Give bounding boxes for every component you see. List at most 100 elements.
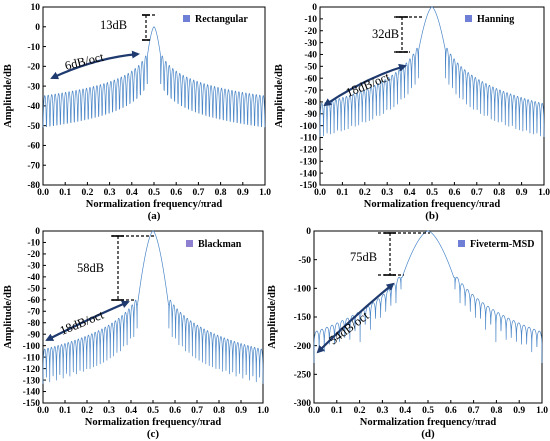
ticks-d: 0.0 0.1 0.2 0.3 0.4 0.5 0.6 0.7 0.8 0.9 1.0 0 -50 -10… (294, 227, 549, 416)
y-tick-label: -50 (304, 63, 317, 73)
x-tick-label: 0.7 (468, 406, 480, 416)
x-tick-label: 1.0 (538, 188, 550, 198)
x-tick-label: 0.4 (404, 188, 416, 198)
y-tick-label: -80 (304, 98, 317, 108)
y-tick-label: -90 (27, 330, 40, 340)
x-tick-label: 0.1 (59, 406, 71, 416)
y-tick-label: -140 (23, 388, 41, 398)
legend-swatch-c (186, 240, 193, 247)
plot-frame-d (313, 230, 543, 404)
y-tick-label: -130 (300, 157, 318, 167)
y-tick-label: -40 (304, 51, 317, 61)
y-tick-label: -200 (294, 342, 312, 352)
x-tick-label: 0.5 (148, 188, 160, 198)
x-tick-label: 0.9 (513, 406, 525, 416)
y-tick-label: -70 (27, 307, 40, 317)
x-tick-label: 0.3 (103, 406, 115, 416)
x-tick-label: 0.6 (448, 188, 460, 198)
y-tick-label: -20 (304, 27, 317, 37)
legend-label-c: Blackman (198, 239, 242, 250)
annotations-d: 75dB 54dB/oct (316, 232, 430, 354)
x-tick-label: 0.6 (445, 406, 457, 416)
legend-swatch-a (183, 15, 190, 22)
series-line-d (313, 230, 543, 363)
y-tick-label: -50 (298, 256, 311, 266)
y-tick-label: -70 (304, 86, 317, 96)
x-tick-label: 0.9 (516, 188, 528, 198)
x-axis-label-d: Normalization frequency/πrad (360, 417, 497, 428)
y-tick-label: -120 (300, 146, 318, 156)
x-tick-label: 0.6 (169, 406, 181, 416)
annotation-level-a: 13dB (100, 18, 127, 32)
ticks-b: 0.0 0.1 0.2 0.3 0.4 0.5 0.6 0.7 0.8 0.9 1.0 0 -10 -20… (300, 3, 550, 198)
panel-d: 0.0 0.1 0.2 0.3 0.4 0.5 0.6 0.7 0.8 0.9 1.0 0 -50 -10… (267, 227, 548, 440)
x-tick-label: 0.1 (336, 188, 348, 198)
x-tick-label: 0.3 (104, 188, 116, 198)
annotation-level-d: 75dB (350, 250, 377, 264)
x-tick-label: 0.0 (37, 188, 49, 198)
x-tick-label: 0.3 (376, 406, 388, 416)
x-tick-label: 0.2 (81, 188, 93, 198)
y-tick-label: -50 (27, 285, 40, 295)
x-tick-label: 0.2 (354, 406, 366, 416)
x-tick-label: 0.8 (215, 188, 227, 198)
y-tick-label: -30 (27, 82, 40, 92)
x-tick-label: 0.0 (308, 406, 320, 416)
y-tick-label: -60 (27, 296, 40, 306)
y-tick-label: -40 (27, 273, 40, 283)
x-tick-label: 0.8 (213, 406, 225, 416)
y-tick-label: -110 (23, 353, 40, 363)
y-axis-label-b: Amplitude/dB (274, 64, 285, 128)
y-tick-label: -150 (294, 313, 312, 323)
ticks-c: 0.0 0.1 0.2 0.3 0.4 0.5 0.6 0.7 0.8 0.9 1.0 0 -10-20… (23, 227, 270, 416)
x-axis-label-b: Normalization frequency/πrad (364, 199, 501, 210)
legend-label-a: Rectangular (195, 14, 248, 25)
y-tick-label: -100 (294, 285, 312, 295)
x-tick-label: 0.1 (331, 406, 343, 416)
y-tick-label: -30 (304, 39, 317, 49)
panel-label-d: (d) (421, 428, 435, 440)
x-tick-label: 0.0 (314, 188, 326, 198)
y-tick-label: -60 (27, 142, 40, 152)
y-tick-label: 0 (35, 227, 40, 237)
x-tick-label: 0.5 (422, 406, 434, 416)
y-tick-label: -300 (294, 399, 312, 409)
panel-label-c: (c) (147, 428, 160, 440)
y-tick-label: 10 (31, 3, 41, 13)
y-tick-label: -10 (304, 15, 317, 25)
panel-a: 0.0 0.1 0.2 0.3 0.4 0.5 0.6 0.7 0.8 0.9 1.0 10 0 -10 -… (3, 3, 271, 222)
x-tick-label: 0.6 (170, 188, 182, 198)
y-tick-label: -130 (23, 376, 41, 386)
legend-label-b: Hanning (477, 14, 514, 25)
y-axis-label-c: Amplitude/dB (3, 285, 14, 349)
y-tick-label: -10 (27, 239, 40, 249)
y-tick-label: -10 (27, 43, 40, 53)
annotation-rolloff-d: 54dB/oct (326, 308, 371, 347)
x-axis-label-c: Normalization frequency/πrad (85, 417, 222, 428)
series-line-b (319, 6, 545, 138)
annotation-level-b: 32dB (372, 27, 399, 41)
x-tick-label: 0.1 (59, 188, 71, 198)
x-tick-label: 0.7 (471, 188, 483, 198)
x-tick-label: 0.7 (191, 406, 203, 416)
y-tick-label: -120 (23, 365, 41, 375)
x-tick-label: 0.3 (381, 188, 393, 198)
x-tick-label: 0.5 (147, 406, 159, 416)
y-tick-label: -60 (304, 74, 317, 84)
y-tick-label: -80 (27, 319, 40, 329)
x-axis-label-a: Normalization frequency/πrad (86, 199, 223, 210)
y-tick-label: -20 (27, 63, 40, 73)
y-tick-label: -100 (300, 122, 318, 132)
x-tick-label: 1.0 (536, 406, 548, 416)
y-tick-label: 0 (35, 23, 40, 33)
series-line-c (42, 230, 264, 384)
x-tick-label: 0.8 (490, 406, 502, 416)
annotations-a: 13dB 6dB/oct (50, 14, 156, 80)
x-tick-label: 0.4 (125, 406, 137, 416)
y-tick-label: -150 (300, 181, 318, 191)
x-tick-label: 0.2 (359, 188, 371, 198)
y-tick-label: -250 (294, 371, 312, 381)
y-tick-label: -140 (300, 169, 318, 179)
x-tick-label: 0.7 (192, 188, 204, 198)
annotation-rolloff-a: 6dB/oct (63, 50, 105, 73)
